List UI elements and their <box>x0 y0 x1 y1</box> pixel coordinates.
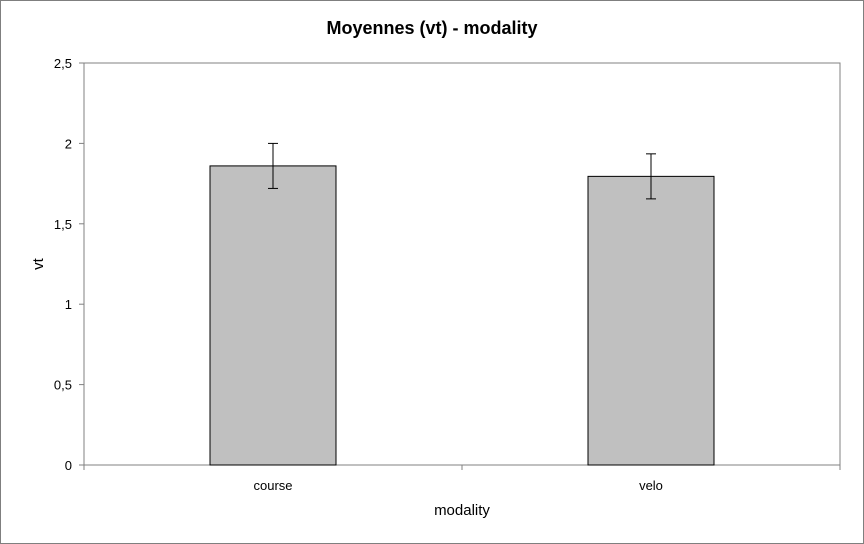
x-axis-title: modality <box>434 502 490 519</box>
bars: course velo <box>209 142 715 493</box>
bar-velo <box>587 175 715 466</box>
y-tick-label: 2 <box>65 136 72 151</box>
y-tick-label: 2,5 <box>54 56 72 71</box>
y-axis-title: vt <box>30 257 47 270</box>
y-tick-label: 1 <box>65 297 72 312</box>
y-tick-label: 0 <box>65 458 72 473</box>
bar-course <box>209 165 337 466</box>
x-tick-label: course <box>253 478 292 493</box>
y-axis: 0 0,5 1 1,5 2 2,5 <box>54 56 85 473</box>
y-tick-label: 0,5 <box>54 378 72 393</box>
x-axis <box>83 464 841 470</box>
plot-area <box>83 62 841 466</box>
chart-title: Moyennes (vt) - modality <box>326 18 537 38</box>
x-tick-label: velo <box>639 478 663 493</box>
y-tick-label: 1,5 <box>54 217 72 232</box>
